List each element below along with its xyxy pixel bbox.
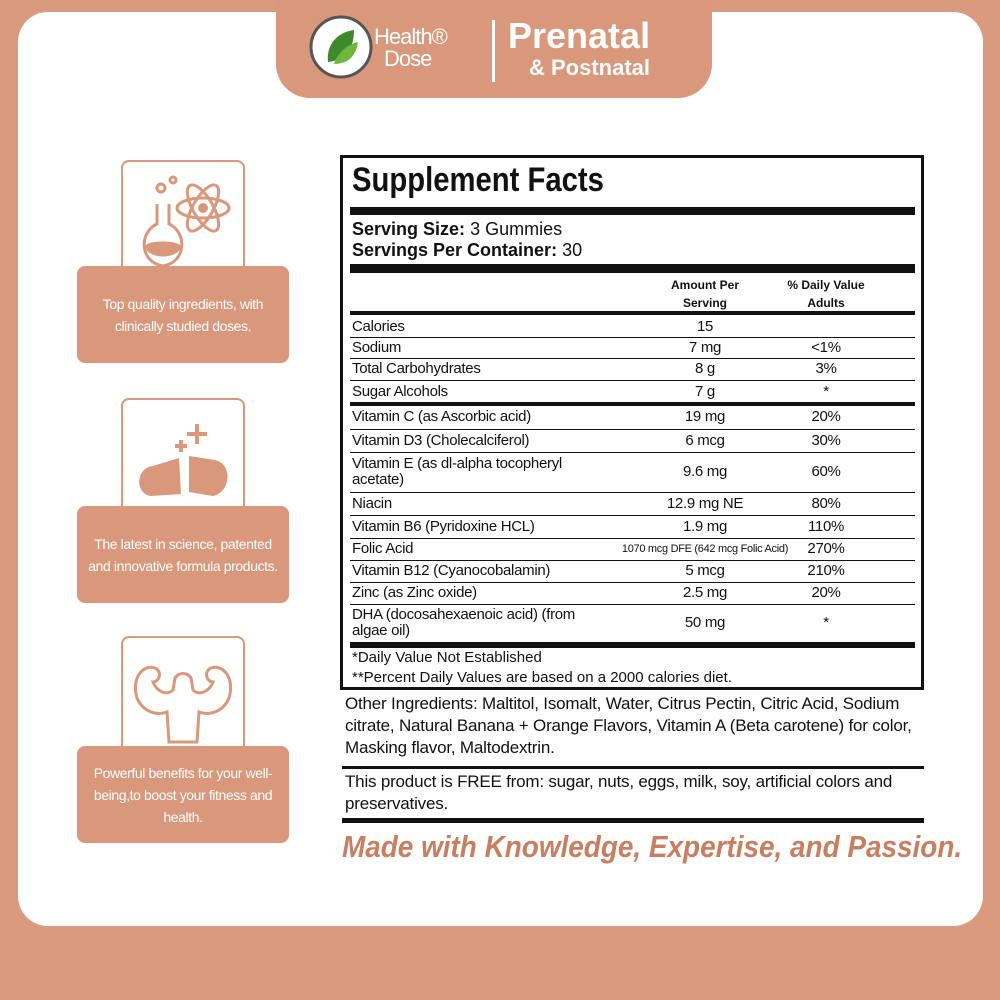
supplement-facts [340,155,924,690]
row-rule [350,452,915,453]
tagline: Made with Knowledge, Expertise, and Pass… [342,829,963,864]
row-amount: 1.9 mg [682,518,728,535]
label: Servings Per Container: [352,240,558,260]
row-amount: 9.6 mg [682,463,728,480]
rule [342,766,924,769]
row-name: Sodium [352,338,402,356]
other-ingredients: Other Ingredients: Maltitol, Isomalt, Wa… [345,694,912,757]
icon-box [121,398,245,521]
row-rule [350,538,915,539]
row-rule [350,402,915,406]
row-dv: 210% [807,562,845,579]
row-name: Calories [352,317,405,335]
row-rule [350,492,915,493]
row-rule [350,560,915,561]
row-dv: <1% [811,339,841,356]
row-rule [350,380,915,381]
column-header: % Daily Value Adults [787,278,865,310]
row-rule [350,337,915,338]
row-amount: 19 mg [684,408,726,425]
row-name: Vitamin B6 (Pyridoxine HCL) [352,517,535,535]
row-amount: 5 mcg [685,562,725,579]
row-name: Vitamin E (as dl-alpha tocopheryl acetat… [352,455,562,488]
capsule-icon [139,424,228,496]
serving-size: Serving Size: 3 Gummies [352,219,562,240]
feature-text: The latest in science, patented and inno… [77,506,289,603]
label: Serving Size: [352,219,466,239]
icon-box [121,636,245,759]
muscle-icon [134,665,232,744]
row-name: Vitamin B12 (Cyanocobalamin) [352,562,551,579]
product-title: Prenatal [508,15,651,56]
row-amount: 7 g [695,383,715,400]
row-amount: 2.5 mg [682,584,728,601]
row-amount: 6 mcg [685,432,725,449]
logo [309,15,373,79]
footnote: *Daily Value Not Established [352,649,542,666]
row-name: Sugar Alcohols [352,383,448,400]
value: 30 [562,240,583,260]
row-dv: 20% [811,408,841,425]
row-dv: 30% [811,432,841,449]
row-name: Folic Acid [352,540,414,557]
row-name: Vitamin D3 (Cholecalciferol) [352,431,530,449]
row-amount: 12.9 mg NE [666,495,744,512]
feature-text: Powerful benefits for your well-being,to… [77,746,289,843]
flask-icon [142,175,231,268]
header-tab: Health® Dose Prenatal & Postnatal [276,0,712,98]
row-amount: 7 mg [688,339,722,356]
column-header: Amount Per Serving [670,278,739,310]
row-dv: * [823,614,829,631]
row-dv: 60% [811,463,841,480]
icon-box [121,160,245,283]
row-amount: 15 [696,318,714,335]
row-name: Zinc (as Zinc oxide) [352,584,477,601]
row-rule [350,604,915,605]
row-amount: 1070 mcg DFE (642 mcg Folic Acid) [621,543,789,555]
row-dv: * [823,383,829,400]
row-dv: 270% [807,540,845,557]
row-name: DHA (docosahexaenoic acid) (from algae o… [352,606,576,639]
value: 3 Gummies [470,219,563,239]
row-rule [350,582,915,583]
row-amount: 8 g [695,360,715,377]
brand: Dose [384,46,432,71]
row-name: Total Carbohydrates [352,360,481,377]
rule [342,818,924,823]
product-subtitle: & Postnatal [529,55,651,80]
row-rule [350,429,915,430]
row-amount: 50 mg [684,614,726,631]
rule [350,207,915,215]
rule [350,264,915,273]
row-dv: 3% [815,360,837,377]
row-rule [350,358,915,359]
brand: Health® [374,24,448,49]
rule [350,642,915,648]
row-dv: 20% [811,584,841,601]
row-name: Niacin [352,494,392,512]
row-rule [350,515,915,516]
servings: Servings Per Container: 30 [352,240,582,261]
footnote: **Percent Daily Values are based on a 20… [352,669,732,686]
feature-text: Top quality ingredients, with clinically… [77,266,289,363]
row-name: Vitamin C (as Ascorbic acid) [352,407,531,425]
rule [350,311,915,315]
facts-title: Supplement Facts [352,161,604,199]
row-dv: 80% [811,495,841,512]
free-from: This product is FREE from: sugar, nuts, … [345,772,893,813]
divider [492,20,495,82]
row-dv: 110% [807,518,845,535]
